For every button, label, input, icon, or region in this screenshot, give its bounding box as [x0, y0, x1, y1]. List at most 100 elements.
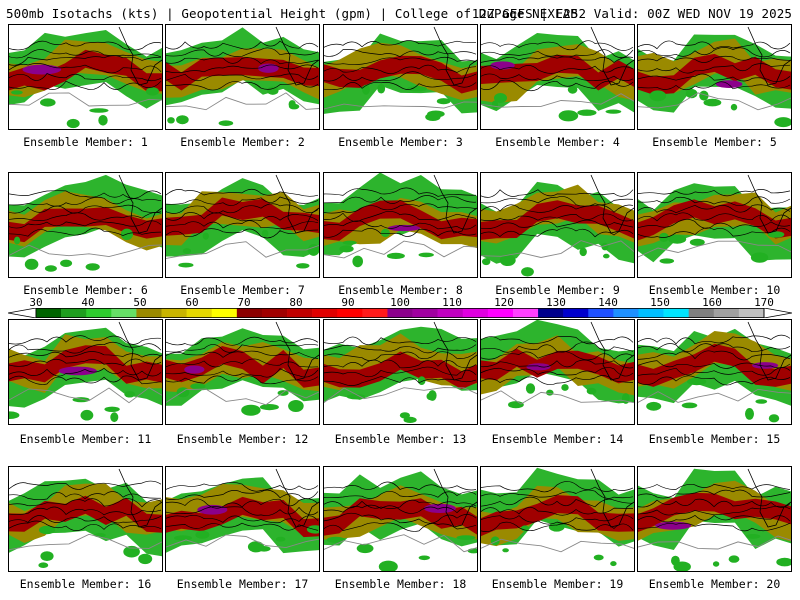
colorbar-segment [261, 308, 288, 318]
isotach-band-80kt [9, 49, 162, 92]
colorbar-tick-label: 80 [289, 296, 303, 309]
isotach-blob [659, 258, 675, 264]
height-contour [481, 213, 634, 222]
height-contour-gray [9, 92, 162, 107]
colorbar-segment [211, 308, 238, 318]
ensemble-member-map [165, 172, 320, 278]
isotach-blob [730, 103, 738, 111]
isotach-blob [356, 543, 374, 554]
height-contour [324, 491, 477, 499]
isotach-blob [776, 557, 791, 567]
ensemble-member-caption: Ensemble Member: 8 [338, 283, 463, 297]
isotach-blob [418, 555, 430, 561]
height-contour [324, 187, 477, 197]
coastline [747, 468, 791, 528]
isotach-blob [24, 258, 39, 270]
isotach-blob [9, 411, 20, 419]
isotach-band-30kt [9, 478, 162, 557]
height-contour [166, 64, 319, 74]
height-contour-gray [481, 93, 634, 108]
ensemble-member-caption: Ensemble Member: 12 [176, 432, 309, 446]
height-contour [324, 376, 477, 386]
height-contour-gray [166, 388, 319, 406]
isotach-blob [436, 98, 451, 105]
isotach-blob [490, 536, 500, 546]
colorbar-tick-label: 110 [442, 296, 462, 309]
isotach-map-svg [638, 26, 791, 128]
height-contour [166, 375, 319, 385]
colorbar-segment [312, 308, 338, 318]
height-contour [166, 203, 319, 214]
colorbar-tick-label: 120 [494, 296, 514, 309]
isotach-blob [38, 562, 49, 568]
colorbar-segment [487, 308, 514, 318]
isotach-blob [494, 93, 507, 103]
isotach-map-svg [166, 468, 319, 554]
colorbar-segment [287, 308, 313, 318]
height-contour [638, 63, 791, 74]
height-contour [324, 195, 477, 204]
colorbar-segment [588, 308, 614, 318]
isotach-blob [417, 376, 426, 385]
isotach-blob [377, 83, 386, 94]
isotach-blob [190, 383, 206, 390]
isotach-blob [755, 399, 768, 404]
isotach-blob [745, 534, 761, 539]
height-contour [638, 189, 791, 197]
height-contour [166, 522, 319, 531]
isotach-colorbar [8, 308, 792, 318]
jet-max-core [258, 63, 279, 73]
isotach-blob [525, 383, 536, 394]
colorbar-segment [563, 308, 589, 318]
height-contour [9, 190, 162, 199]
jet-max-core [197, 504, 228, 515]
coastline [433, 321, 477, 381]
isotach-blob [176, 115, 189, 125]
height-contour [481, 189, 634, 198]
isotach-map-svg [9, 468, 162, 568]
height-contour [481, 204, 634, 213]
height-contour [166, 57, 319, 65]
height-contour [638, 489, 791, 499]
height-contour [9, 227, 162, 237]
coastline [275, 174, 319, 234]
jet-max-core [58, 366, 97, 376]
height-contour [481, 196, 634, 207]
isotach-blob [288, 400, 304, 412]
height-contour [324, 81, 477, 91]
jet-max-core [387, 224, 421, 232]
isotach-blob [621, 393, 630, 404]
isotach-blob [767, 231, 785, 238]
ensemble-member-caption: Ensemble Member: 16 [19, 577, 152, 591]
coastline [433, 174, 477, 234]
colorbar-tick-label: 100 [390, 296, 410, 309]
height-contour [9, 341, 162, 354]
ensemble-member-caption: Ensemble Member: 4 [495, 135, 620, 149]
isotach-band-60kt [481, 485, 634, 547]
coastline [433, 26, 477, 86]
colorbar-tick-label: 30 [29, 296, 43, 309]
isotach-blob [546, 389, 554, 396]
isotach-blob [352, 255, 363, 268]
isotach-blob [195, 530, 210, 539]
ensemble-member-map [8, 466, 163, 572]
isotach-blob [66, 118, 80, 129]
ensemble-member-caption: Ensemble Member: 13 [334, 432, 467, 446]
colorbar-segment [613, 308, 639, 318]
colorbar-segment [136, 308, 162, 318]
height-contour [324, 336, 477, 346]
height-contour [481, 341, 634, 353]
isotach-map-svg [9, 321, 162, 423]
height-contour [9, 80, 162, 90]
isotach-blob [586, 387, 597, 395]
ensemble-member-caption: Ensemble Member: 5 [652, 135, 777, 149]
colorbar-segment [111, 308, 137, 318]
height-contour [481, 56, 634, 63]
colorbar-arrow-left [8, 308, 37, 318]
ensemble-member-caption: Ensemble Member: 6 [23, 283, 148, 297]
height-contour [166, 350, 319, 359]
isotach-blob [681, 402, 698, 409]
colorbar-segment [36, 308, 62, 318]
height-contour [324, 522, 477, 532]
ensemble-member-caption: Ensemble Member: 1 [23, 135, 148, 149]
